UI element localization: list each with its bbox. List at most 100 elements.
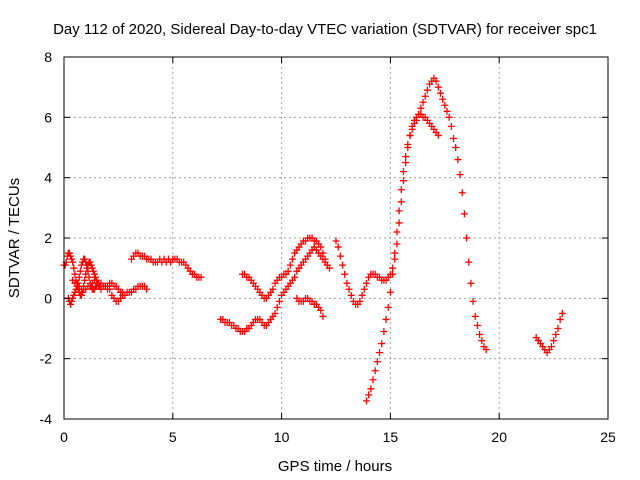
data-point bbox=[70, 264, 78, 272]
data-point bbox=[404, 140, 412, 148]
x-tick-label: 25 bbox=[600, 429, 616, 445]
data-point bbox=[78, 288, 86, 296]
data-point bbox=[286, 261, 294, 269]
data-point bbox=[69, 294, 77, 302]
data-point bbox=[71, 288, 79, 296]
data-point bbox=[382, 315, 390, 323]
data-point bbox=[547, 343, 555, 351]
axis-ticks bbox=[63, 56, 609, 420]
data-point bbox=[482, 346, 490, 354]
data-point bbox=[415, 110, 423, 118]
data-point bbox=[334, 243, 342, 251]
data-points bbox=[60, 74, 566, 405]
data-point bbox=[389, 264, 397, 272]
data-point bbox=[68, 297, 76, 305]
data-point bbox=[460, 210, 468, 218]
data-point bbox=[552, 331, 560, 339]
data-point bbox=[288, 255, 296, 263]
data-point bbox=[465, 258, 473, 266]
data-point bbox=[317, 306, 325, 314]
data-point bbox=[291, 273, 299, 281]
data-point bbox=[380, 328, 388, 336]
data-point bbox=[68, 255, 76, 263]
data-point bbox=[391, 255, 399, 263]
y-tick-labels: -4 -2 0 2 4 6 8 bbox=[40, 49, 53, 427]
x-tick-label: 10 bbox=[274, 429, 290, 445]
data-point bbox=[397, 198, 405, 206]
data-point bbox=[90, 270, 98, 278]
data-point bbox=[71, 270, 79, 278]
data-point bbox=[454, 156, 462, 164]
data-point bbox=[69, 258, 77, 266]
data-point bbox=[558, 309, 566, 317]
grid bbox=[64, 57, 608, 419]
data-point bbox=[371, 367, 379, 375]
chart-title: Day 112 of 2020, Sidereal Day-to-day VTE… bbox=[53, 21, 597, 38]
data-point bbox=[434, 83, 442, 91]
data-point bbox=[317, 243, 325, 251]
data-point bbox=[319, 312, 327, 320]
y-tick-label: -2 bbox=[40, 351, 53, 367]
data-point bbox=[402, 159, 410, 167]
data-point bbox=[319, 249, 327, 257]
data-point bbox=[67, 252, 75, 260]
data-point bbox=[421, 92, 429, 100]
data-point bbox=[556, 315, 564, 323]
data-point bbox=[389, 270, 397, 278]
data-point bbox=[76, 267, 84, 275]
data-point bbox=[395, 219, 403, 227]
data-point bbox=[339, 261, 347, 269]
data-point bbox=[386, 288, 394, 296]
y-tick-label: 2 bbox=[44, 230, 52, 246]
data-point bbox=[399, 168, 407, 176]
data-point bbox=[436, 89, 444, 97]
data-point bbox=[365, 391, 373, 399]
data-point bbox=[432, 77, 440, 85]
data-point bbox=[197, 273, 205, 281]
data-point bbox=[358, 291, 366, 299]
data-point bbox=[273, 303, 281, 311]
data-point bbox=[406, 131, 414, 139]
data-point bbox=[75, 273, 83, 281]
data-point bbox=[441, 101, 449, 109]
data-point bbox=[84, 267, 92, 275]
data-point bbox=[65, 249, 73, 257]
x-tick-label: 5 bbox=[169, 429, 177, 445]
data-point bbox=[81, 255, 89, 263]
data-point bbox=[458, 189, 466, 197]
data-point bbox=[67, 300, 75, 308]
data-point bbox=[332, 237, 340, 245]
data-point bbox=[395, 207, 403, 215]
data-point bbox=[362, 279, 370, 287]
data-point bbox=[143, 285, 151, 293]
x-axis-label: GPS time / hours bbox=[278, 458, 392, 475]
data-point bbox=[88, 264, 96, 272]
data-point bbox=[467, 279, 475, 287]
data-point bbox=[399, 177, 407, 185]
data-point bbox=[376, 349, 384, 357]
data-point bbox=[92, 273, 100, 281]
data-point bbox=[271, 309, 279, 317]
x-tick-labels: 0 5 10 15 20 25 bbox=[60, 429, 616, 445]
data-point bbox=[85, 273, 93, 281]
data-point bbox=[393, 240, 401, 248]
data-point bbox=[450, 134, 458, 142]
data-point bbox=[336, 252, 344, 260]
data-point bbox=[275, 297, 283, 305]
data-point bbox=[456, 171, 464, 179]
data-point bbox=[417, 104, 425, 112]
x-tick-label: 0 bbox=[60, 429, 68, 445]
data-point bbox=[269, 285, 277, 293]
data-point bbox=[402, 153, 410, 161]
data-point bbox=[463, 234, 471, 242]
data-point bbox=[341, 270, 349, 278]
data-point bbox=[397, 186, 405, 194]
data-point bbox=[452, 144, 460, 151]
data-point bbox=[81, 276, 89, 284]
data-point bbox=[119, 288, 127, 296]
data-point bbox=[345, 285, 353, 293]
data-point bbox=[393, 228, 401, 236]
y-tick-label: 8 bbox=[44, 49, 52, 65]
data-point bbox=[378, 340, 386, 348]
